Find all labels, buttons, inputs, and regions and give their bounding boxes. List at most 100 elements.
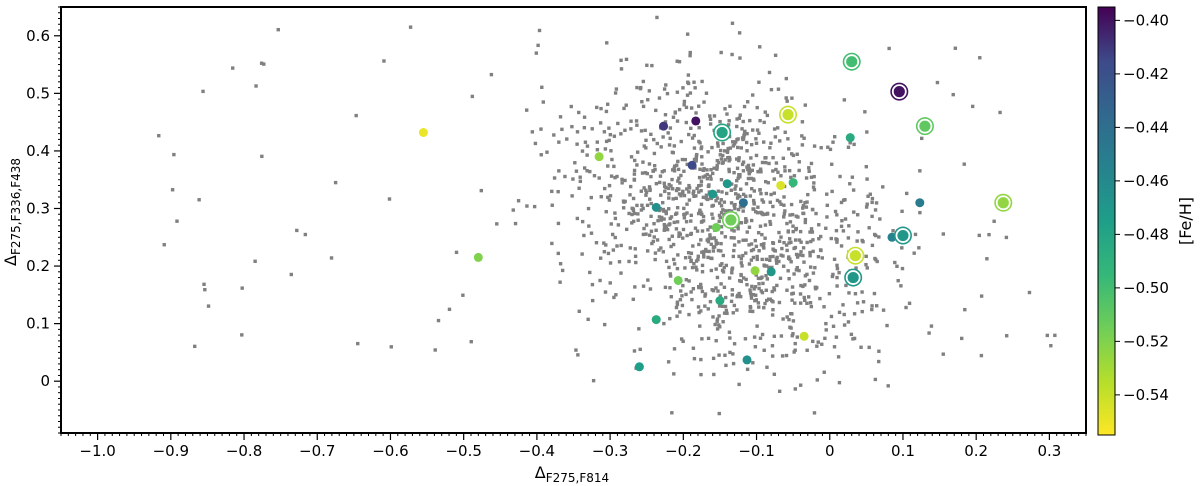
background-point	[751, 247, 756, 252]
background-point	[692, 261, 696, 266]
background-point	[748, 291, 753, 295]
background-point	[532, 204, 537, 209]
background-point	[668, 274, 673, 278]
background-point	[717, 304, 722, 308]
background-point	[659, 218, 663, 222]
background-point	[800, 143, 805, 147]
background-point	[652, 137, 656, 142]
background-point	[867, 345, 871, 350]
background-point	[782, 203, 786, 207]
background-point	[654, 181, 659, 186]
background-point	[731, 254, 736, 259]
background-point	[719, 50, 723, 55]
background-point	[736, 227, 740, 231]
background-point	[661, 207, 666, 212]
background-point	[203, 287, 207, 292]
background-point	[630, 212, 634, 217]
background-point	[662, 169, 666, 173]
x-axis-title-sub: F275,F814	[546, 471, 609, 485]
background-point	[744, 277, 748, 282]
background-point	[678, 298, 683, 302]
background-point	[864, 262, 868, 267]
background-point	[667, 207, 671, 211]
background-point	[708, 299, 713, 304]
background-point	[605, 41, 609, 45]
background-point	[738, 175, 742, 179]
background-point	[709, 196, 713, 201]
background-point	[750, 309, 755, 314]
background-point	[824, 321, 828, 326]
background-point	[913, 232, 918, 237]
background-point	[590, 127, 594, 131]
background-point	[700, 79, 704, 84]
background-point	[1004, 235, 1009, 240]
background-point	[653, 167, 657, 172]
background-point	[854, 266, 858, 270]
background-point	[870, 200, 874, 205]
background-point	[706, 240, 711, 244]
background-point	[558, 262, 563, 266]
ringed-point-ring	[891, 84, 907, 100]
background-point	[694, 194, 698, 198]
background-point	[705, 177, 710, 181]
background-point	[633, 254, 638, 258]
background-point	[671, 242, 676, 247]
background-point	[772, 177, 776, 181]
background-point	[783, 165, 787, 169]
background-point	[718, 215, 723, 220]
background-point	[676, 253, 680, 257]
background-point	[733, 187, 737, 191]
background-point	[740, 264, 744, 268]
background-point	[696, 184, 701, 188]
background-point	[760, 290, 765, 295]
background-point	[684, 120, 689, 125]
background-point	[760, 232, 764, 237]
background-point	[611, 248, 616, 252]
background-point	[885, 323, 889, 328]
background-point	[739, 146, 743, 150]
background-point	[754, 273, 758, 277]
background-point	[694, 265, 698, 270]
background-point	[842, 98, 847, 102]
background-point	[687, 183, 691, 188]
background-point	[699, 282, 703, 287]
background-point	[757, 286, 761, 291]
background-point	[667, 196, 671, 200]
background-point	[354, 113, 358, 118]
background-point	[157, 133, 161, 138]
background-point	[689, 213, 693, 218]
background-point	[726, 123, 731, 127]
background-point	[644, 138, 648, 142]
background-point	[747, 170, 751, 175]
background-point	[811, 249, 815, 254]
background-point	[741, 119, 745, 124]
background-point	[811, 271, 816, 275]
background-point	[684, 292, 688, 297]
background-point	[741, 276, 746, 280]
background-point	[647, 89, 652, 93]
background-point	[727, 167, 731, 172]
background-point	[722, 149, 727, 153]
background-point	[640, 171, 645, 175]
background-point	[619, 58, 623, 63]
background-point	[860, 290, 864, 294]
background-point	[602, 322, 607, 327]
ringed-point	[842, 52, 861, 71]
background-point	[628, 184, 633, 189]
background-point	[606, 195, 610, 200]
background-point	[723, 209, 728, 213]
background-point	[619, 132, 623, 136]
background-point	[689, 258, 693, 263]
background-point	[616, 223, 621, 227]
background-point	[670, 187, 675, 191]
background-point	[663, 113, 668, 117]
background-point	[800, 120, 805, 124]
background-point	[558, 115, 563, 119]
background-point	[804, 205, 809, 209]
background-point	[649, 201, 653, 206]
background-point	[631, 208, 636, 213]
background-point	[698, 167, 702, 171]
background-points	[157, 15, 1057, 416]
background-point	[676, 179, 680, 183]
background-point	[791, 332, 795, 336]
